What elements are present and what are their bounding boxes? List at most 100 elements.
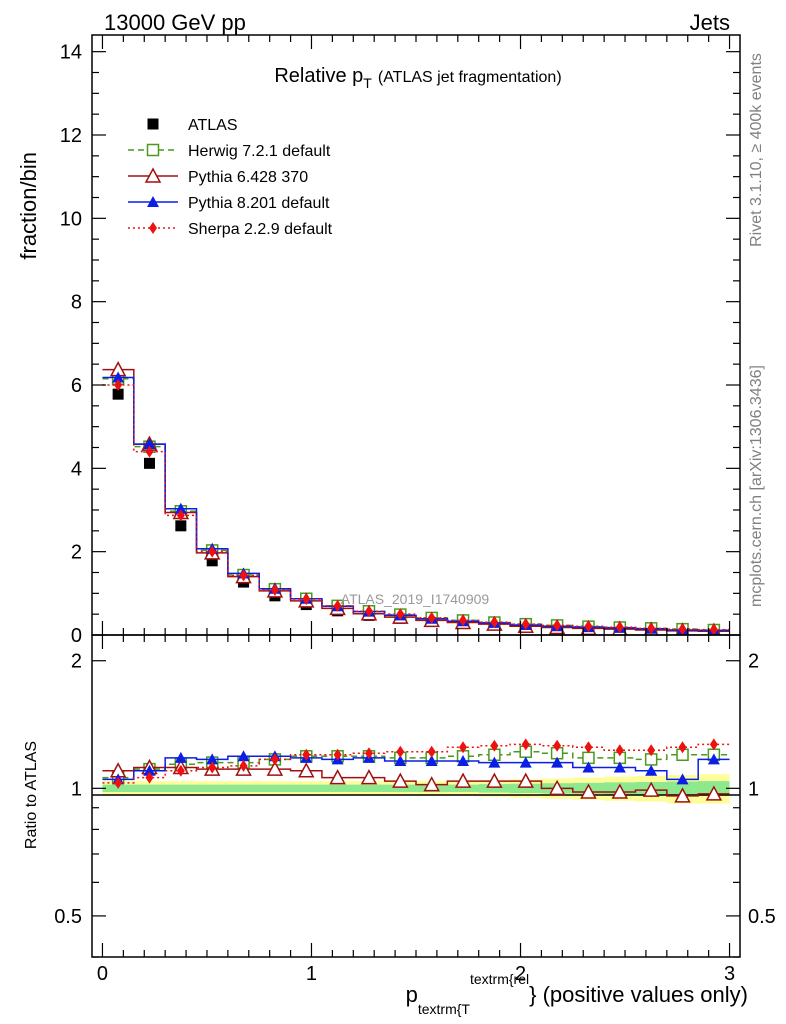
ratio-point-pythia6 [705, 785, 723, 801]
ratio-point-pythia6 [266, 760, 284, 776]
ratio-point-pythia8 [551, 756, 564, 768]
ratio-point-pythia8 [237, 750, 250, 762]
ratio-point-sherpa [678, 741, 687, 754]
main-point-sherpa [459, 614, 468, 627]
main-point-sherpa [145, 445, 154, 458]
ratio-point-pythia8 [645, 764, 658, 776]
ratio-point-sherpa [459, 741, 468, 754]
ratio-point-pythia8 [519, 756, 532, 768]
main-point-sherpa [678, 623, 687, 635]
ratio-point-pythia6 [454, 772, 472, 788]
rivet-version-label: Rivet 3.1.10, ≥ 400k events [748, 53, 765, 247]
ratio-point-pythia6 [423, 776, 440, 792]
x-tick-label: 0 [97, 963, 108, 985]
ratio-point-pythia8 [676, 773, 689, 785]
main-point-sherpa [364, 605, 373, 618]
legend-marker-pythia6 [144, 167, 162, 183]
main-point-sherpa [270, 584, 279, 596]
main-plot-series [102, 361, 730, 635]
ratio-y-tick-label-right: 2 [748, 651, 759, 673]
ratio-y-tick-label-right: 1 [748, 778, 759, 800]
main-point-data [112, 388, 124, 400]
ratio-point-pythia8 [394, 755, 407, 767]
main-y-tick-label: 2 [71, 542, 82, 564]
main-y-tick-label: 8 [71, 292, 82, 314]
mcplots-label: mcplots.cern.ch [arXiv:1306.3436] [748, 365, 765, 607]
ratio-point-pythia6 [392, 772, 409, 788]
ratio-point-sherpa [490, 739, 499, 752]
ratio-point-sherpa [208, 761, 217, 774]
ratio-point-sherpa [333, 748, 342, 761]
ratio-y-tick-label-right: 0.5 [748, 906, 776, 928]
ratio-point-sherpa [584, 741, 593, 754]
ratio-line-pythia8 [102, 755, 730, 781]
ratio-point-sherpa [302, 748, 311, 761]
ratio-point-sherpa [114, 776, 123, 789]
legend-marker-herwig [146, 143, 160, 157]
x-axis-label: ptextrm{Ttextrm{rel} (positive values on… [406, 971, 748, 1017]
main-point-sherpa [302, 593, 311, 606]
ratio-point-sherpa [647, 744, 656, 757]
main-point-sherpa [521, 618, 530, 631]
ratio-point-sherpa [521, 738, 530, 751]
ratio-point-pythia8 [488, 756, 501, 768]
ratio-y-tick-label: 2 [71, 651, 82, 673]
main-point-sherpa [553, 619, 562, 632]
main-y-tick-label: 4 [71, 458, 82, 480]
ratio-point-pythia6 [548, 779, 566, 796]
main-point-sherpa [427, 611, 436, 624]
main-point-sherpa [208, 545, 217, 558]
main-point-pythia8 [112, 371, 125, 383]
legend-label-data: ATLAS [188, 117, 238, 134]
main-y-tick-label: 12 [60, 125, 82, 147]
header-process-label: 13000 GeV pp [104, 10, 246, 35]
ratio-point-pythia8 [425, 755, 438, 767]
ratio-point-pythia6 [298, 762, 315, 778]
ratio-line-pythia6 [102, 766, 730, 797]
x-tick-label: 1 [306, 963, 317, 985]
legend-label-sherpa: Sherpa 2.2.9 default [188, 221, 333, 238]
ratio-point-sherpa [364, 747, 373, 760]
legend-label-pythia6: Pythia 6.428 370 [188, 169, 308, 186]
legend-marker-pythia8 [147, 196, 159, 207]
x-tick-label: 2 [515, 963, 526, 985]
main-point-sherpa [709, 623, 718, 635]
ratio-point-sherpa [615, 744, 624, 757]
ratio-point-pythia6 [580, 783, 597, 799]
main-point-sherpa [333, 599, 342, 612]
main-point-sherpa [396, 608, 405, 621]
ratio-point-sherpa [270, 753, 279, 766]
ratio-y-tick-label: 1 [71, 778, 82, 800]
x-tick-label: 3 [724, 963, 735, 985]
ratio-point-sherpa [176, 764, 185, 777]
plot-title: Relative pT (ATLAS jet fragmentation) [274, 65, 561, 91]
main-point-data [206, 555, 218, 567]
ratio-point-sherpa [709, 738, 718, 751]
main-point-sherpa [647, 622, 656, 635]
legend: ATLAS Herwig 7.2.1 default Pythia 6.428 37… [128, 117, 333, 238]
ratio-y-tick-label: 0.5 [54, 906, 82, 928]
ratio-point-sherpa [239, 759, 248, 772]
ratio-point-pythia8 [613, 761, 626, 773]
main-y-axis-label: fraction/bin [16, 152, 41, 260]
ratio-series-sherpa [102, 738, 730, 789]
main-point-sherpa [490, 616, 499, 629]
ratio-point-pythia8 [174, 751, 187, 763]
ratio-point-pythia6 [517, 772, 534, 788]
ratio-point-pythia6 [329, 769, 346, 785]
ratio-y-axis-label: Ratio to ATLAS [23, 741, 40, 849]
main-point-pythia8 [143, 438, 156, 450]
ratio-point-pythia6 [360, 769, 378, 785]
ratio-point-pythia6 [611, 783, 629, 799]
ratio-point-sherpa [427, 745, 436, 758]
main-y-tick-label: 14 [60, 42, 82, 64]
analysis-watermark: ATLAS_2019_I1740909 [341, 591, 490, 607]
ratio-line-herwig [102, 750, 730, 779]
main-point-pythia8 [174, 502, 187, 514]
main-point-data [175, 520, 187, 532]
main-point-sherpa [176, 509, 185, 522]
ratio-point-pythia6 [674, 787, 691, 803]
header-jets-label: Jets [690, 10, 730, 35]
